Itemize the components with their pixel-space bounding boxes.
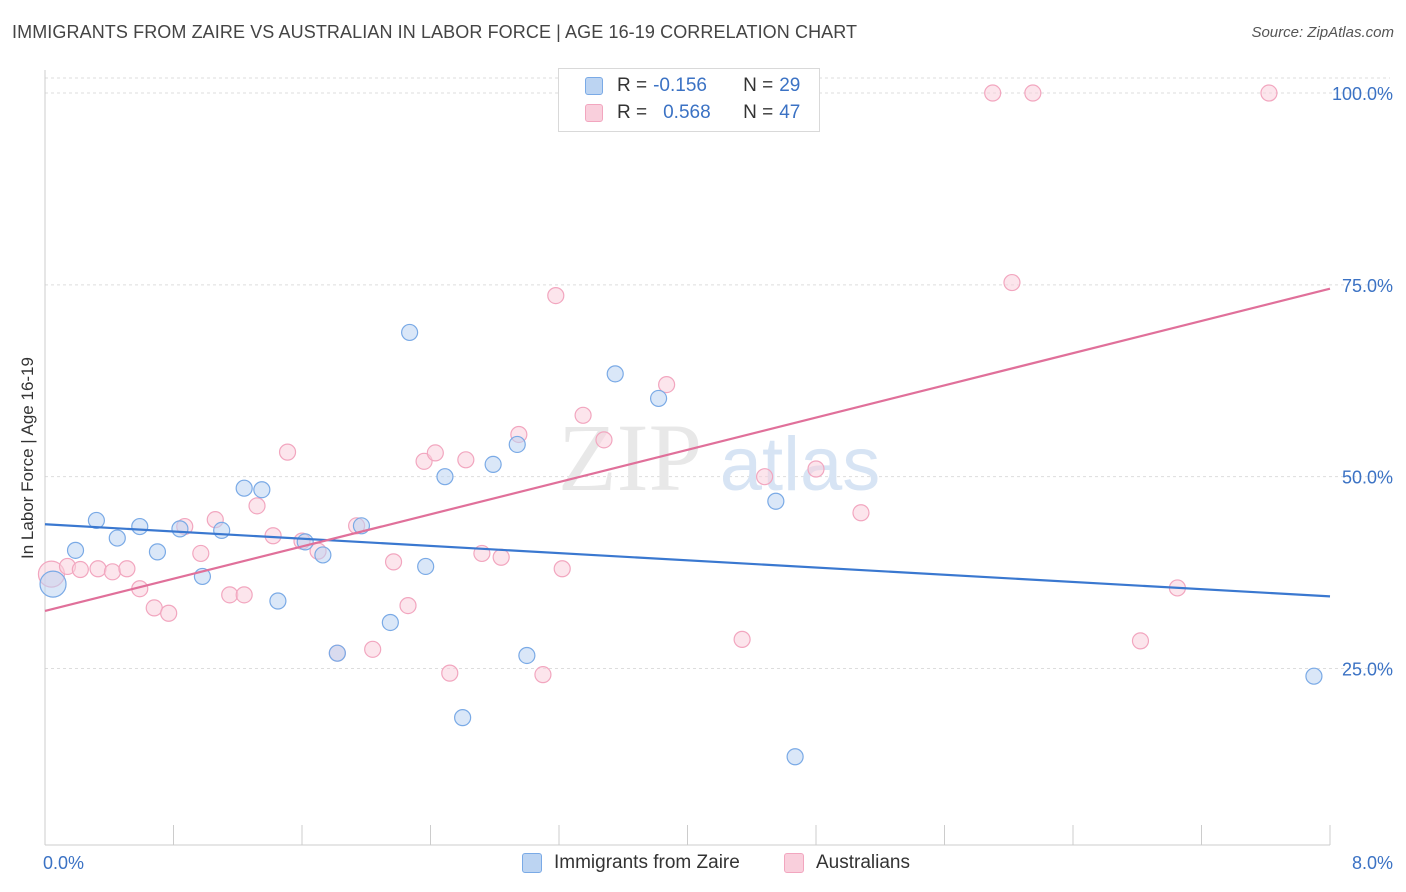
data-point [755, 468, 774, 486]
data-point [457, 451, 475, 469]
data-point [253, 481, 271, 499]
x-tick-label: 0.0% [43, 853, 84, 873]
data-point [649, 389, 668, 408]
data-point [807, 460, 825, 478]
data-point [508, 435, 526, 454]
data-point [221, 586, 239, 604]
data-point [417, 557, 435, 576]
data-point [1131, 632, 1150, 650]
data-point [553, 560, 571, 578]
data-point [71, 560, 89, 579]
correlation-legend: R = -0.156 N = 29 R = 0.568 N = 47 [558, 68, 820, 132]
legend-swatch-pink [585, 104, 603, 122]
data-point [426, 444, 444, 462]
data-point [547, 286, 565, 305]
data-point [89, 560, 107, 578]
series-immigrants-from-zaire [39, 323, 1323, 766]
data-point [1003, 273, 1021, 292]
data-point [534, 666, 552, 684]
data-point [484, 455, 502, 474]
y-tick-label: 100.0% [1332, 84, 1393, 104]
data-point [733, 630, 751, 648]
data-point [235, 479, 253, 497]
legend-row-australians: R = 0.568 N = 47 [585, 101, 800, 125]
data-point [786, 748, 804, 766]
data-point [454, 709, 472, 727]
data-point [278, 443, 297, 461]
series-legend-swatch-blue [522, 853, 542, 873]
legend-r-label: R = [617, 102, 648, 123]
data-point [66, 541, 85, 559]
data-point [1024, 84, 1042, 102]
tick-labels: 25.0% 50.0% 75.0% 100.0% 0.0% 8.0% [43, 84, 1393, 873]
data-point [328, 644, 346, 662]
y-tick-label: 25.0% [1342, 660, 1393, 680]
data-point [160, 604, 178, 622]
data-point [658, 376, 676, 394]
legend-swatch-blue [585, 77, 603, 95]
legend-r-value: -0.156 [653, 75, 707, 96]
data-point [248, 497, 266, 515]
series-legend-label: Immigrants from Zaire [554, 852, 740, 873]
series-legend-swatch-pink [784, 853, 804, 873]
data-point [192, 544, 210, 563]
data-point [574, 406, 592, 424]
data-point [399, 596, 417, 615]
data-point [314, 546, 332, 564]
data-point [984, 84, 1002, 102]
data-point [492, 548, 510, 566]
y-tick-label: 75.0% [1342, 276, 1393, 296]
grid-lines [45, 77, 1390, 670]
series-legend-zaire: Immigrants from Zaire [522, 852, 740, 874]
legend-n-value: 47 [779, 102, 801, 123]
legend-n-value: 29 [779, 75, 801, 96]
series-legend: Immigrants from Zaire Australians [0, 852, 1406, 876]
legend-n-label: N = [743, 102, 774, 123]
chart-title: IMMIGRANTS FROM ZAIRE VS AUSTRALIAN IN L… [12, 22, 858, 42]
watermark: ZIP atlas [558, 404, 880, 511]
series-australians [37, 84, 1278, 684]
legend-r-value: 0.568 [663, 102, 711, 123]
data-point [103, 563, 122, 581]
data-point [145, 599, 163, 617]
data-point [171, 520, 189, 538]
data-point [108, 529, 126, 547]
data-point [852, 504, 870, 522]
data-point [767, 492, 785, 510]
series-legend-label: Australians [816, 852, 910, 873]
x-tick-label: 8.0% [1352, 853, 1393, 873]
source-credit: Source: ZipAtlas.com [1251, 24, 1394, 41]
data-point [269, 592, 287, 610]
data-point [606, 365, 624, 383]
legend-r-label: R = [617, 75, 648, 96]
axes [44, 70, 1331, 846]
data-point [381, 613, 399, 632]
data-point [518, 646, 536, 665]
series-legend-australians: Australians [784, 852, 910, 874]
data-point [401, 323, 419, 342]
data-point [87, 511, 106, 530]
data-point [235, 586, 253, 604]
data-point [131, 517, 149, 536]
data-point [1305, 667, 1323, 685]
data-point [39, 570, 67, 598]
data-point [148, 543, 167, 561]
trend-line-australians [44, 287, 1331, 613]
data-point [213, 521, 231, 539]
data-point [384, 553, 403, 571]
data-point [118, 560, 136, 578]
legend-n-label: N = [743, 75, 774, 96]
trend-lines [44, 287, 1331, 613]
trend-line-zaire [44, 523, 1331, 598]
y-tick-label: 50.0% [1342, 468, 1393, 488]
data-point [441, 664, 459, 682]
data-point [364, 640, 382, 658]
data-point [1260, 84, 1278, 102]
data-point [436, 468, 454, 486]
y-axis-title: In Labor Force | Age 16-19 [18, 357, 37, 559]
legend-row-zaire: R = -0.156 N = 29 [585, 74, 800, 98]
data-point [595, 431, 613, 449]
